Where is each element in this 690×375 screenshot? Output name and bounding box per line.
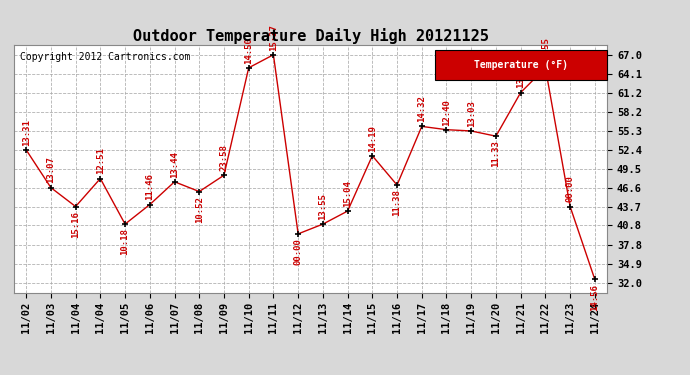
Text: 00:00: 00:00: [294, 238, 303, 265]
Text: 15:04: 15:04: [343, 180, 352, 207]
Text: 13:07: 13:07: [46, 157, 55, 183]
Text: 11:38: 11:38: [393, 189, 402, 216]
Text: 10:18: 10:18: [121, 228, 130, 255]
Text: 13:03: 13:03: [466, 100, 475, 127]
Text: 11:46: 11:46: [146, 174, 155, 200]
Text: 13:44: 13:44: [170, 151, 179, 178]
Text: 14:56: 14:56: [591, 284, 600, 310]
Text: 13:55: 13:55: [516, 62, 525, 88]
Text: 15:16: 15:16: [71, 211, 80, 238]
Text: 14:50: 14:50: [244, 37, 253, 64]
Text: 15:37: 15:37: [269, 24, 278, 51]
Text: 14:19: 14:19: [368, 124, 377, 152]
Text: Temperature (°F): Temperature (°F): [474, 60, 568, 70]
Text: 11:33: 11:33: [491, 140, 500, 167]
Text: 10:52: 10:52: [195, 196, 204, 223]
Text: 12:51: 12:51: [96, 147, 105, 174]
Text: 13:55: 13:55: [318, 193, 327, 220]
Text: 00:00: 00:00: [566, 176, 575, 202]
Title: Outdoor Temperature Daily High 20121125: Outdoor Temperature Daily High 20121125: [132, 28, 489, 44]
Text: 14:32: 14:32: [417, 95, 426, 122]
Text: 23:58: 23:58: [219, 144, 228, 171]
Text: 12:55: 12:55: [541, 37, 550, 64]
Text: 12:40: 12:40: [442, 99, 451, 126]
Text: 13:31: 13:31: [21, 119, 30, 146]
FancyBboxPatch shape: [435, 50, 607, 80]
Text: Copyright 2012 Cartronics.com: Copyright 2012 Cartronics.com: [20, 53, 190, 62]
